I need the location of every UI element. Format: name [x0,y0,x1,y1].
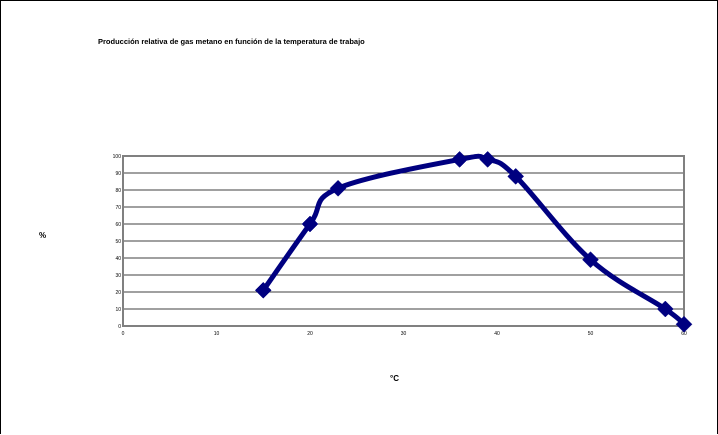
y-tick-label: 30 [115,273,121,279]
data-point-marker [254,281,272,299]
series-line [260,153,687,327]
data-point-marker [675,315,693,333]
y-tick-label: 70 [115,205,121,211]
x-tick-label: 30 [401,331,407,337]
y-tick-label: 50 [115,239,121,245]
data-point-marker [301,215,319,233]
data-point-marker [479,151,497,168]
y-tick-label: 10 [115,307,121,313]
y-tick-label: 0 [118,324,121,330]
y-tick-labels: 0 10 20 30 40 50 60 70 80 90 100 [113,154,122,330]
y-tick-label: 90 [115,171,121,177]
data-point-marker [582,251,599,269]
x-tick-label: 60 [681,331,687,337]
series-layer [254,151,693,333]
gridlines [123,155,684,327]
y-axis-label: % [39,231,46,240]
data-point-marker [451,151,468,168]
x-tick-label: 20 [307,331,313,337]
plot-area-border [122,155,685,327]
x-tick-labels: 0 10 20 30 40 50 60 [122,331,687,337]
y-tick-label: 100 [113,154,122,160]
y-tick-label: 20 [115,290,121,296]
x-axis-label: °C [390,374,399,383]
x-tick-label: 50 [588,331,594,337]
x-tick-label: 0 [122,331,125,337]
y-tick-label: 80 [115,188,121,194]
chart-title: Producción relativa de gas metano en fun… [98,37,365,46]
x-tick-label: 40 [494,331,500,337]
y-tick-label: 40 [115,256,121,262]
data-point-marker [329,179,347,197]
data-point-marker [507,168,525,185]
y-tick-label: 60 [115,222,121,228]
x-tick-label: 10 [214,331,220,337]
data-point-marker [656,300,674,318]
